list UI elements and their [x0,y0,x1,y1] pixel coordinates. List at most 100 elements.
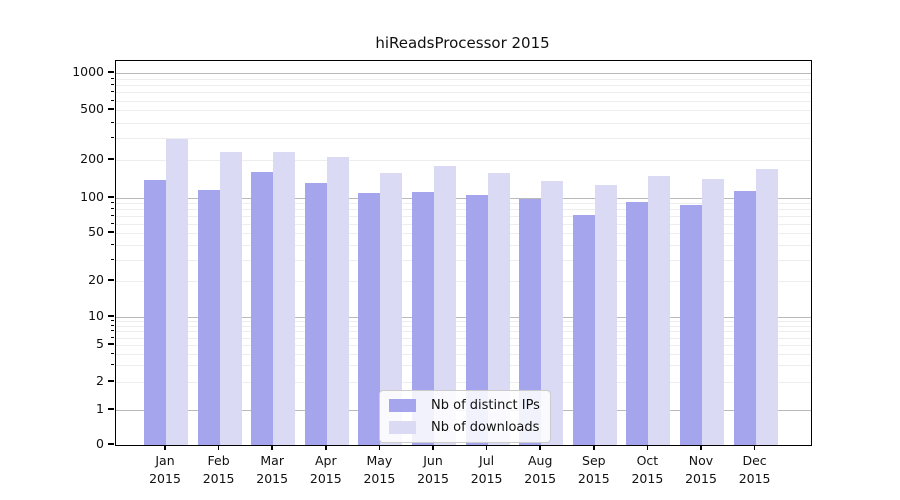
x-label-month: Nov [688,453,714,468]
y-minortick-50 [111,232,114,234]
gridline-minor-7 [116,331,811,333]
x-label-month: Oct [636,453,659,468]
x-tick-label-jan: Jan 2015 [133,452,197,487]
bar-downloads-sep [594,185,617,445]
x-label-month: Apr [314,453,337,468]
x-label-year: 2015 [631,470,664,486]
x-tick-label-may: May 2015 [347,452,411,487]
x-label-year: 2015 [309,470,342,486]
gridline-minor-40 [116,245,811,247]
gridline-minor-80 [116,209,811,211]
gridline-minor-50 [116,233,811,235]
bar-downloads-jun [434,166,456,445]
bar-downloads-oct [648,175,671,445]
gridline-minor-8 [116,325,811,327]
bar-distinct-ips-jan [144,179,166,445]
gridline-minor-70 [116,216,811,217]
gridline-minor-500 [116,110,811,112]
gridline-minor-60 [116,224,811,225]
y-tick-label-10: 10 [88,308,104,323]
bar-distinct-ips-mar [251,172,274,445]
y-tick-label-5: 5 [96,335,104,351]
x-tick-label-jul: Jul 2015 [455,452,519,487]
x-label-month: Jun [423,453,443,468]
bar-distinct-ips-apr [304,182,327,445]
gridline-minor-9 [116,321,811,323]
bar-downloads-jul [487,172,510,445]
bar-downloads-feb [219,151,242,445]
x-tick-oct [646,445,649,450]
gridline-minor-2 [116,381,811,383]
y-minortick-300 [111,137,114,139]
y-minortick-60 [111,223,114,224]
y-minortick-7 [111,330,114,332]
x-label-month: Feb [207,453,230,468]
gridline-minor-300 [116,138,811,140]
y-minortick-700 [111,91,114,93]
x-tick-label-aug: Aug 2015 [508,452,572,487]
x-tick-jan [164,445,166,450]
y-tick-label-20: 20 [88,272,104,288]
y-tick-label-0: 0 [96,436,104,451]
bar-downloads-dec [755,169,778,445]
gridline-major-10 [116,317,811,318]
gridline-minor-30 [116,259,811,261]
y-tick-1000 [108,71,114,73]
x-tick-label-jun: Jun 2015 [401,452,465,487]
bar-downloads-jan [166,139,188,445]
x-tick-label-oct: Oct 2015 [615,452,679,487]
y-minortick-4 [111,352,114,354]
x-tick-apr [325,445,327,450]
bar-downloads-mar [273,151,296,445]
gridline-minor-6 [116,337,811,339]
y-minortick-90 [111,201,114,203]
legend-item-distinct-ips: Nb of distinct IPs [389,396,540,414]
x-label-month: Sep [582,453,606,468]
y-minortick-600 [111,99,114,101]
x-label-month: Dec [742,453,767,468]
x-label-year: 2015 [417,470,449,486]
y-tick-label-1: 1 [96,400,104,416]
x-label-year: 2015 [202,470,235,486]
y-tick-label-500: 500 [80,101,104,117]
y-minortick-800 [111,84,114,86]
x-label-year: 2015 [577,470,610,486]
bar-downloads-may [380,173,403,445]
bar-downloads-apr [326,156,349,445]
x-tick-sep [593,445,595,450]
x-label-year: 2015 [470,470,503,486]
gridline-minor-3 [116,365,811,367]
bar-distinct-ips-dec [733,190,756,445]
x-tick-label-sep: Sep 2015 [562,452,626,487]
x-label-month: Aug [527,453,553,468]
y-tick-label-1000: 1000 [72,64,104,79]
y-minortick-5 [111,343,114,345]
legend-label-downloads: Nb of downloads [431,419,540,435]
bar-downloads-nov [702,178,724,445]
x-tick-label-nov: Nov 2015 [669,452,733,487]
y-tick-label-2: 2 [96,372,104,388]
y-tick-label-100: 100 [80,188,104,204]
y-tick-1 [108,407,114,410]
x-label-month: Jul [479,453,495,468]
y-minortick-900 [111,77,114,79]
x-tick-mar [271,445,273,450]
gridline-minor-900 [116,78,811,80]
x-label-month: May [366,453,393,468]
y-minortick-200 [111,159,114,161]
y-minortick-30 [111,258,114,260]
y-tick-100 [108,195,114,198]
gridline-major-1000 [116,73,811,74]
legend-swatch-distinct-ips [389,398,416,412]
plot-area: Nb of distinct IPs Nb of downloads [115,60,812,446]
x-tick-may [378,445,381,450]
gridline-minor-800 [116,85,811,87]
gridline-minor-4 [116,353,811,355]
gridline-minor-20 [116,281,811,283]
gridline-minor-400 [116,122,811,124]
x-label-month: Jan [155,453,175,468]
x-tick-aug [539,445,541,450]
gridline-minor-90 [116,202,811,204]
bar-distinct-ips-nov [680,205,702,445]
legend: Nb of distinct IPs Nb of downloads [379,390,551,443]
